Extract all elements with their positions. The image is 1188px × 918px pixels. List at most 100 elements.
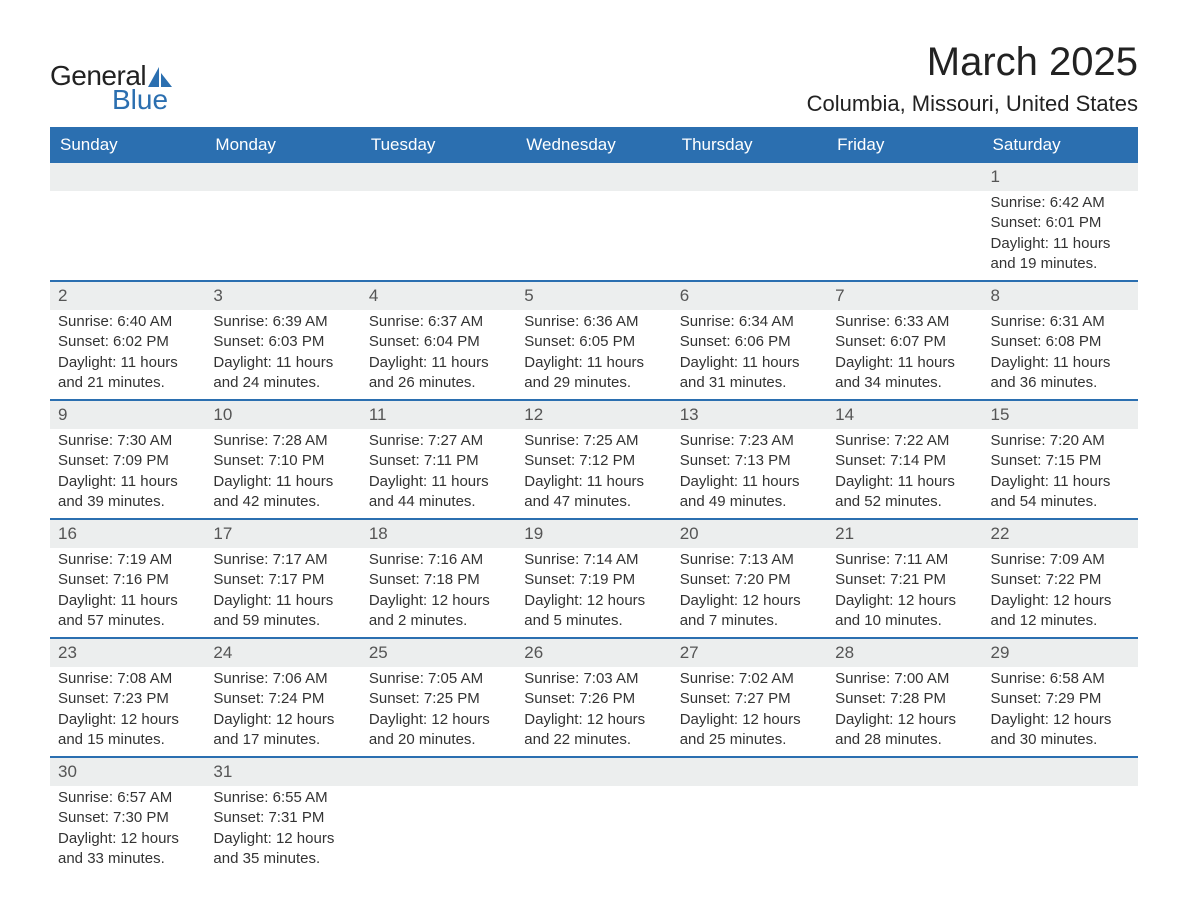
calendar-day-cell	[516, 757, 671, 875]
day-sunset: Sunset: 7:30 PM	[58, 808, 197, 828]
day-sunrise: Sunrise: 7:05 AM	[369, 669, 508, 689]
calendar-day-cell	[672, 757, 827, 875]
day-sunset: Sunset: 7:09 PM	[58, 451, 197, 471]
day-body	[50, 191, 205, 199]
day-daylight: Daylight: 11 hours and 26 minutes.	[369, 353, 508, 394]
day-number	[827, 163, 982, 191]
day-body: Sunrise: 6:31 AMSunset: 6:08 PMDaylight:…	[983, 310, 1138, 399]
calendar-day-cell: 19Sunrise: 7:14 AMSunset: 7:19 PMDayligh…	[516, 519, 671, 638]
day-number: 31	[205, 758, 360, 786]
day-sunset: Sunset: 7:14 PM	[835, 451, 974, 471]
calendar-day-cell: 14Sunrise: 7:22 AMSunset: 7:14 PMDayligh…	[827, 400, 982, 519]
day-sunrise: Sunrise: 7:27 AM	[369, 431, 508, 451]
day-sunset: Sunset: 7:11 PM	[369, 451, 508, 471]
day-number: 27	[672, 639, 827, 667]
day-daylight: Daylight: 11 hours and 42 minutes.	[213, 472, 352, 513]
day-number: 13	[672, 401, 827, 429]
calendar-day-cell: 29Sunrise: 6:58 AMSunset: 7:29 PMDayligh…	[983, 638, 1138, 757]
day-sunset: Sunset: 6:02 PM	[58, 332, 197, 352]
day-daylight: Daylight: 12 hours and 25 minutes.	[680, 710, 819, 751]
weekday-header: Thursday	[672, 127, 827, 163]
day-number: 6	[672, 282, 827, 310]
day-daylight: Daylight: 12 hours and 22 minutes.	[524, 710, 663, 751]
calendar-day-cell: 10Sunrise: 7:28 AMSunset: 7:10 PMDayligh…	[205, 400, 360, 519]
day-body: Sunrise: 7:11 AMSunset: 7:21 PMDaylight:…	[827, 548, 982, 637]
day-sunset: Sunset: 7:16 PM	[58, 570, 197, 590]
day-body	[672, 191, 827, 199]
day-number: 4	[361, 282, 516, 310]
day-sunrise: Sunrise: 7:19 AM	[58, 550, 197, 570]
day-number: 15	[983, 401, 1138, 429]
day-body: Sunrise: 7:03 AMSunset: 7:26 PMDaylight:…	[516, 667, 671, 756]
day-daylight: Daylight: 12 hours and 10 minutes.	[835, 591, 974, 632]
calendar-table: SundayMondayTuesdayWednesdayThursdayFrid…	[50, 127, 1138, 875]
day-body	[361, 786, 516, 794]
day-body	[516, 191, 671, 199]
day-daylight: Daylight: 11 hours and 21 minutes.	[58, 353, 197, 394]
day-daylight: Daylight: 12 hours and 30 minutes.	[991, 710, 1130, 751]
day-sunset: Sunset: 6:04 PM	[369, 332, 508, 352]
day-body: Sunrise: 7:27 AMSunset: 7:11 PMDaylight:…	[361, 429, 516, 518]
weekday-header: Monday	[205, 127, 360, 163]
day-sunrise: Sunrise: 7:03 AM	[524, 669, 663, 689]
day-sunrise: Sunrise: 7:25 AM	[524, 431, 663, 451]
weekday-header-row: SundayMondayTuesdayWednesdayThursdayFrid…	[50, 127, 1138, 163]
calendar-day-cell: 4Sunrise: 6:37 AMSunset: 6:04 PMDaylight…	[361, 281, 516, 400]
calendar-day-cell: 5Sunrise: 6:36 AMSunset: 6:05 PMDaylight…	[516, 281, 671, 400]
day-body: Sunrise: 6:39 AMSunset: 6:03 PMDaylight:…	[205, 310, 360, 399]
day-body: Sunrise: 7:02 AMSunset: 7:27 PMDaylight:…	[672, 667, 827, 756]
calendar-week-row: 2Sunrise: 6:40 AMSunset: 6:02 PMDaylight…	[50, 281, 1138, 400]
weekday-header: Saturday	[983, 127, 1138, 163]
day-body: Sunrise: 6:34 AMSunset: 6:06 PMDaylight:…	[672, 310, 827, 399]
day-number: 21	[827, 520, 982, 548]
day-body: Sunrise: 7:13 AMSunset: 7:20 PMDaylight:…	[672, 548, 827, 637]
day-sunrise: Sunrise: 6:36 AM	[524, 312, 663, 332]
day-number: 23	[50, 639, 205, 667]
day-sunrise: Sunrise: 7:22 AM	[835, 431, 974, 451]
calendar-day-cell: 28Sunrise: 7:00 AMSunset: 7:28 PMDayligh…	[827, 638, 982, 757]
day-body: Sunrise: 7:30 AMSunset: 7:09 PMDaylight:…	[50, 429, 205, 518]
day-daylight: Daylight: 11 hours and 34 minutes.	[835, 353, 974, 394]
day-sunset: Sunset: 7:26 PM	[524, 689, 663, 709]
calendar-day-cell: 25Sunrise: 7:05 AMSunset: 7:25 PMDayligh…	[361, 638, 516, 757]
day-sunrise: Sunrise: 6:31 AM	[991, 312, 1130, 332]
day-daylight: Daylight: 11 hours and 57 minutes.	[58, 591, 197, 632]
day-daylight: Daylight: 11 hours and 49 minutes.	[680, 472, 819, 513]
day-daylight: Daylight: 12 hours and 12 minutes.	[991, 591, 1130, 632]
day-sunrise: Sunrise: 6:39 AM	[213, 312, 352, 332]
day-sunset: Sunset: 7:19 PM	[524, 570, 663, 590]
day-body	[516, 786, 671, 794]
weekday-header: Tuesday	[361, 127, 516, 163]
calendar-week-row: 1Sunrise: 6:42 AMSunset: 6:01 PMDaylight…	[50, 163, 1138, 281]
day-number: 29	[983, 639, 1138, 667]
day-sunset: Sunset: 6:07 PM	[835, 332, 974, 352]
calendar-day-cell: 12Sunrise: 7:25 AMSunset: 7:12 PMDayligh…	[516, 400, 671, 519]
day-number: 1	[983, 163, 1138, 191]
day-body: Sunrise: 7:28 AMSunset: 7:10 PMDaylight:…	[205, 429, 360, 518]
calendar-day-cell	[361, 163, 516, 281]
day-number: 22	[983, 520, 1138, 548]
day-sunrise: Sunrise: 7:14 AM	[524, 550, 663, 570]
day-daylight: Daylight: 12 hours and 15 minutes.	[58, 710, 197, 751]
day-sunset: Sunset: 7:17 PM	[213, 570, 352, 590]
day-number: 10	[205, 401, 360, 429]
day-daylight: Daylight: 11 hours and 59 minutes.	[213, 591, 352, 632]
day-daylight: Daylight: 11 hours and 19 minutes.	[991, 234, 1130, 275]
title-block: March 2025 Columbia, Missouri, United St…	[807, 40, 1138, 117]
day-body: Sunrise: 7:09 AMSunset: 7:22 PMDaylight:…	[983, 548, 1138, 637]
weekday-header: Sunday	[50, 127, 205, 163]
day-number: 3	[205, 282, 360, 310]
calendar-day-cell	[983, 757, 1138, 875]
day-sunset: Sunset: 7:13 PM	[680, 451, 819, 471]
calendar-day-cell: 9Sunrise: 7:30 AMSunset: 7:09 PMDaylight…	[50, 400, 205, 519]
calendar-week-row: 9Sunrise: 7:30 AMSunset: 7:09 PMDaylight…	[50, 400, 1138, 519]
calendar-day-cell: 8Sunrise: 6:31 AMSunset: 6:08 PMDaylight…	[983, 281, 1138, 400]
day-sunset: Sunset: 7:28 PM	[835, 689, 974, 709]
day-number: 17	[205, 520, 360, 548]
calendar-day-cell	[827, 757, 982, 875]
day-number: 24	[205, 639, 360, 667]
day-sunrise: Sunrise: 7:23 AM	[680, 431, 819, 451]
calendar-day-cell: 26Sunrise: 7:03 AMSunset: 7:26 PMDayligh…	[516, 638, 671, 757]
day-sunset: Sunset: 7:27 PM	[680, 689, 819, 709]
day-number	[516, 163, 671, 191]
